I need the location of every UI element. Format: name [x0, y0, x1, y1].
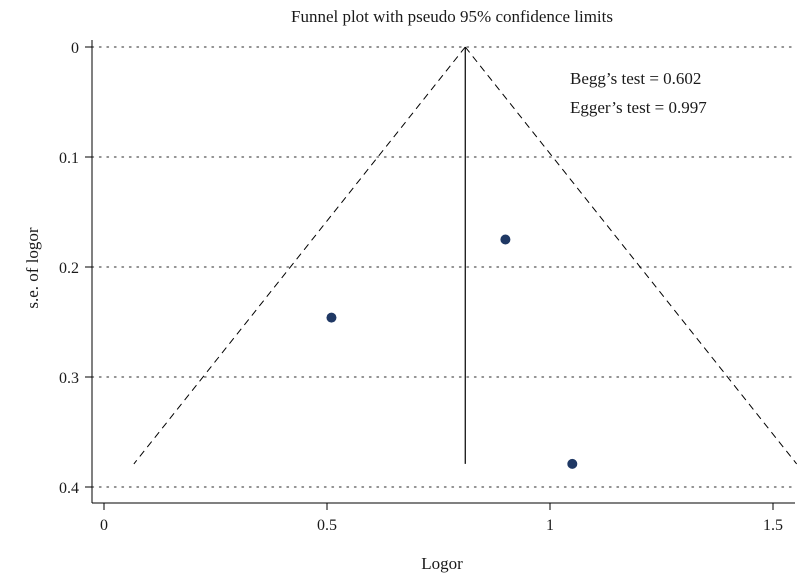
- x-tick-label: 1.5: [763, 517, 783, 534]
- funnel-limits: [133, 46, 798, 465]
- data-point: [567, 458, 578, 469]
- x-tick-label: 0.5: [317, 517, 337, 534]
- right-confidence-limit: [464, 46, 798, 465]
- left-confidence-limit: [133, 46, 466, 465]
- x-tick-label: 1: [546, 517, 554, 534]
- y-tick-label: 0.3: [59, 370, 79, 387]
- test-annotation: Egger’s test = 0.997: [570, 98, 707, 117]
- test-annotation: Begg’s test = 0.602: [570, 69, 701, 88]
- grid-lines: [91, 46, 796, 488]
- y-tick-label: 0.4: [59, 480, 79, 497]
- y-axis-label: s.e. of logor: [23, 227, 42, 309]
- y-tick-label: 0.1: [59, 150, 79, 167]
- data-point: [500, 234, 511, 245]
- data-point: [326, 312, 337, 323]
- annotations: Begg’s test = 0.602 Egger’s test = 0.997: [570, 69, 707, 117]
- x-tick-label: 0: [100, 517, 108, 534]
- chart-title: Funnel plot with pseudo 95% confidence l…: [291, 7, 613, 26]
- y-tick-label: 0.2: [59, 260, 79, 277]
- axes: 0 0.1 0.2 0.3 0.4 0 0.5 1 1.5: [59, 40, 795, 534]
- y-tick-label: 0: [71, 40, 79, 57]
- data-points: [326, 234, 578, 469]
- x-axis-label: Logor: [421, 554, 463, 573]
